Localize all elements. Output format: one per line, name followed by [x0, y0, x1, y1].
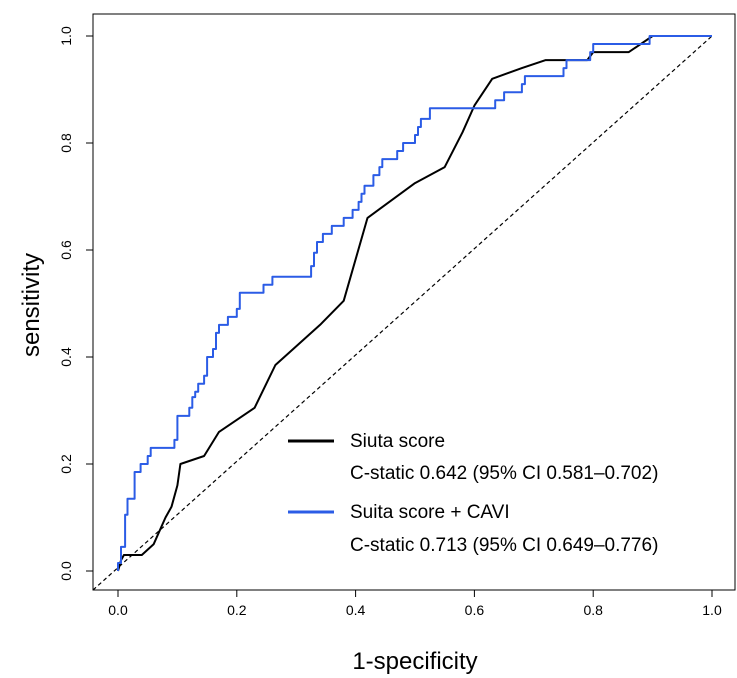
x-axis-title: 1-specificity — [352, 648, 477, 675]
series-line-siuta-score — [117, 35, 712, 572]
series-line-suita-score-cavi — [117, 35, 712, 571]
x-tick-label: 0.8 — [583, 602, 603, 618]
y-tick-label: 0.0 — [58, 561, 74, 581]
legend-label-cavi: Suita score + CAVI — [350, 502, 510, 523]
legend-label-siuta: Siuta score — [350, 431, 445, 452]
y-tick-label: 0.6 — [58, 240, 74, 260]
x-tick-label: 0.2 — [227, 602, 247, 618]
legend: Siuta score C-static 0.642 (95% CI 0.581… — [288, 431, 658, 556]
reference-diagonal-line — [92, 35, 713, 591]
legend-stat-siuta: C-static 0.642 (95% CI 0.581–0.702) — [350, 463, 658, 484]
legend-stat-cavi: C-static 0.713 (95% CI 0.649–0.776) — [350, 535, 658, 556]
x-tick-label: 0.4 — [346, 602, 366, 618]
x-tick-label: 0.6 — [465, 602, 485, 618]
y-tick-label: 0.8 — [58, 133, 74, 153]
plot-frame — [92, 13, 736, 591]
y-tick-label: 1.0 — [58, 26, 74, 46]
x-tick-label: 1.0 — [702, 602, 722, 618]
y-axis-title: sensitivity — [18, 253, 45, 357]
x-tick-label: 0.0 — [108, 602, 128, 618]
y-tick-label: 0.4 — [58, 347, 74, 367]
y-tick-label: 0.2 — [58, 454, 74, 474]
